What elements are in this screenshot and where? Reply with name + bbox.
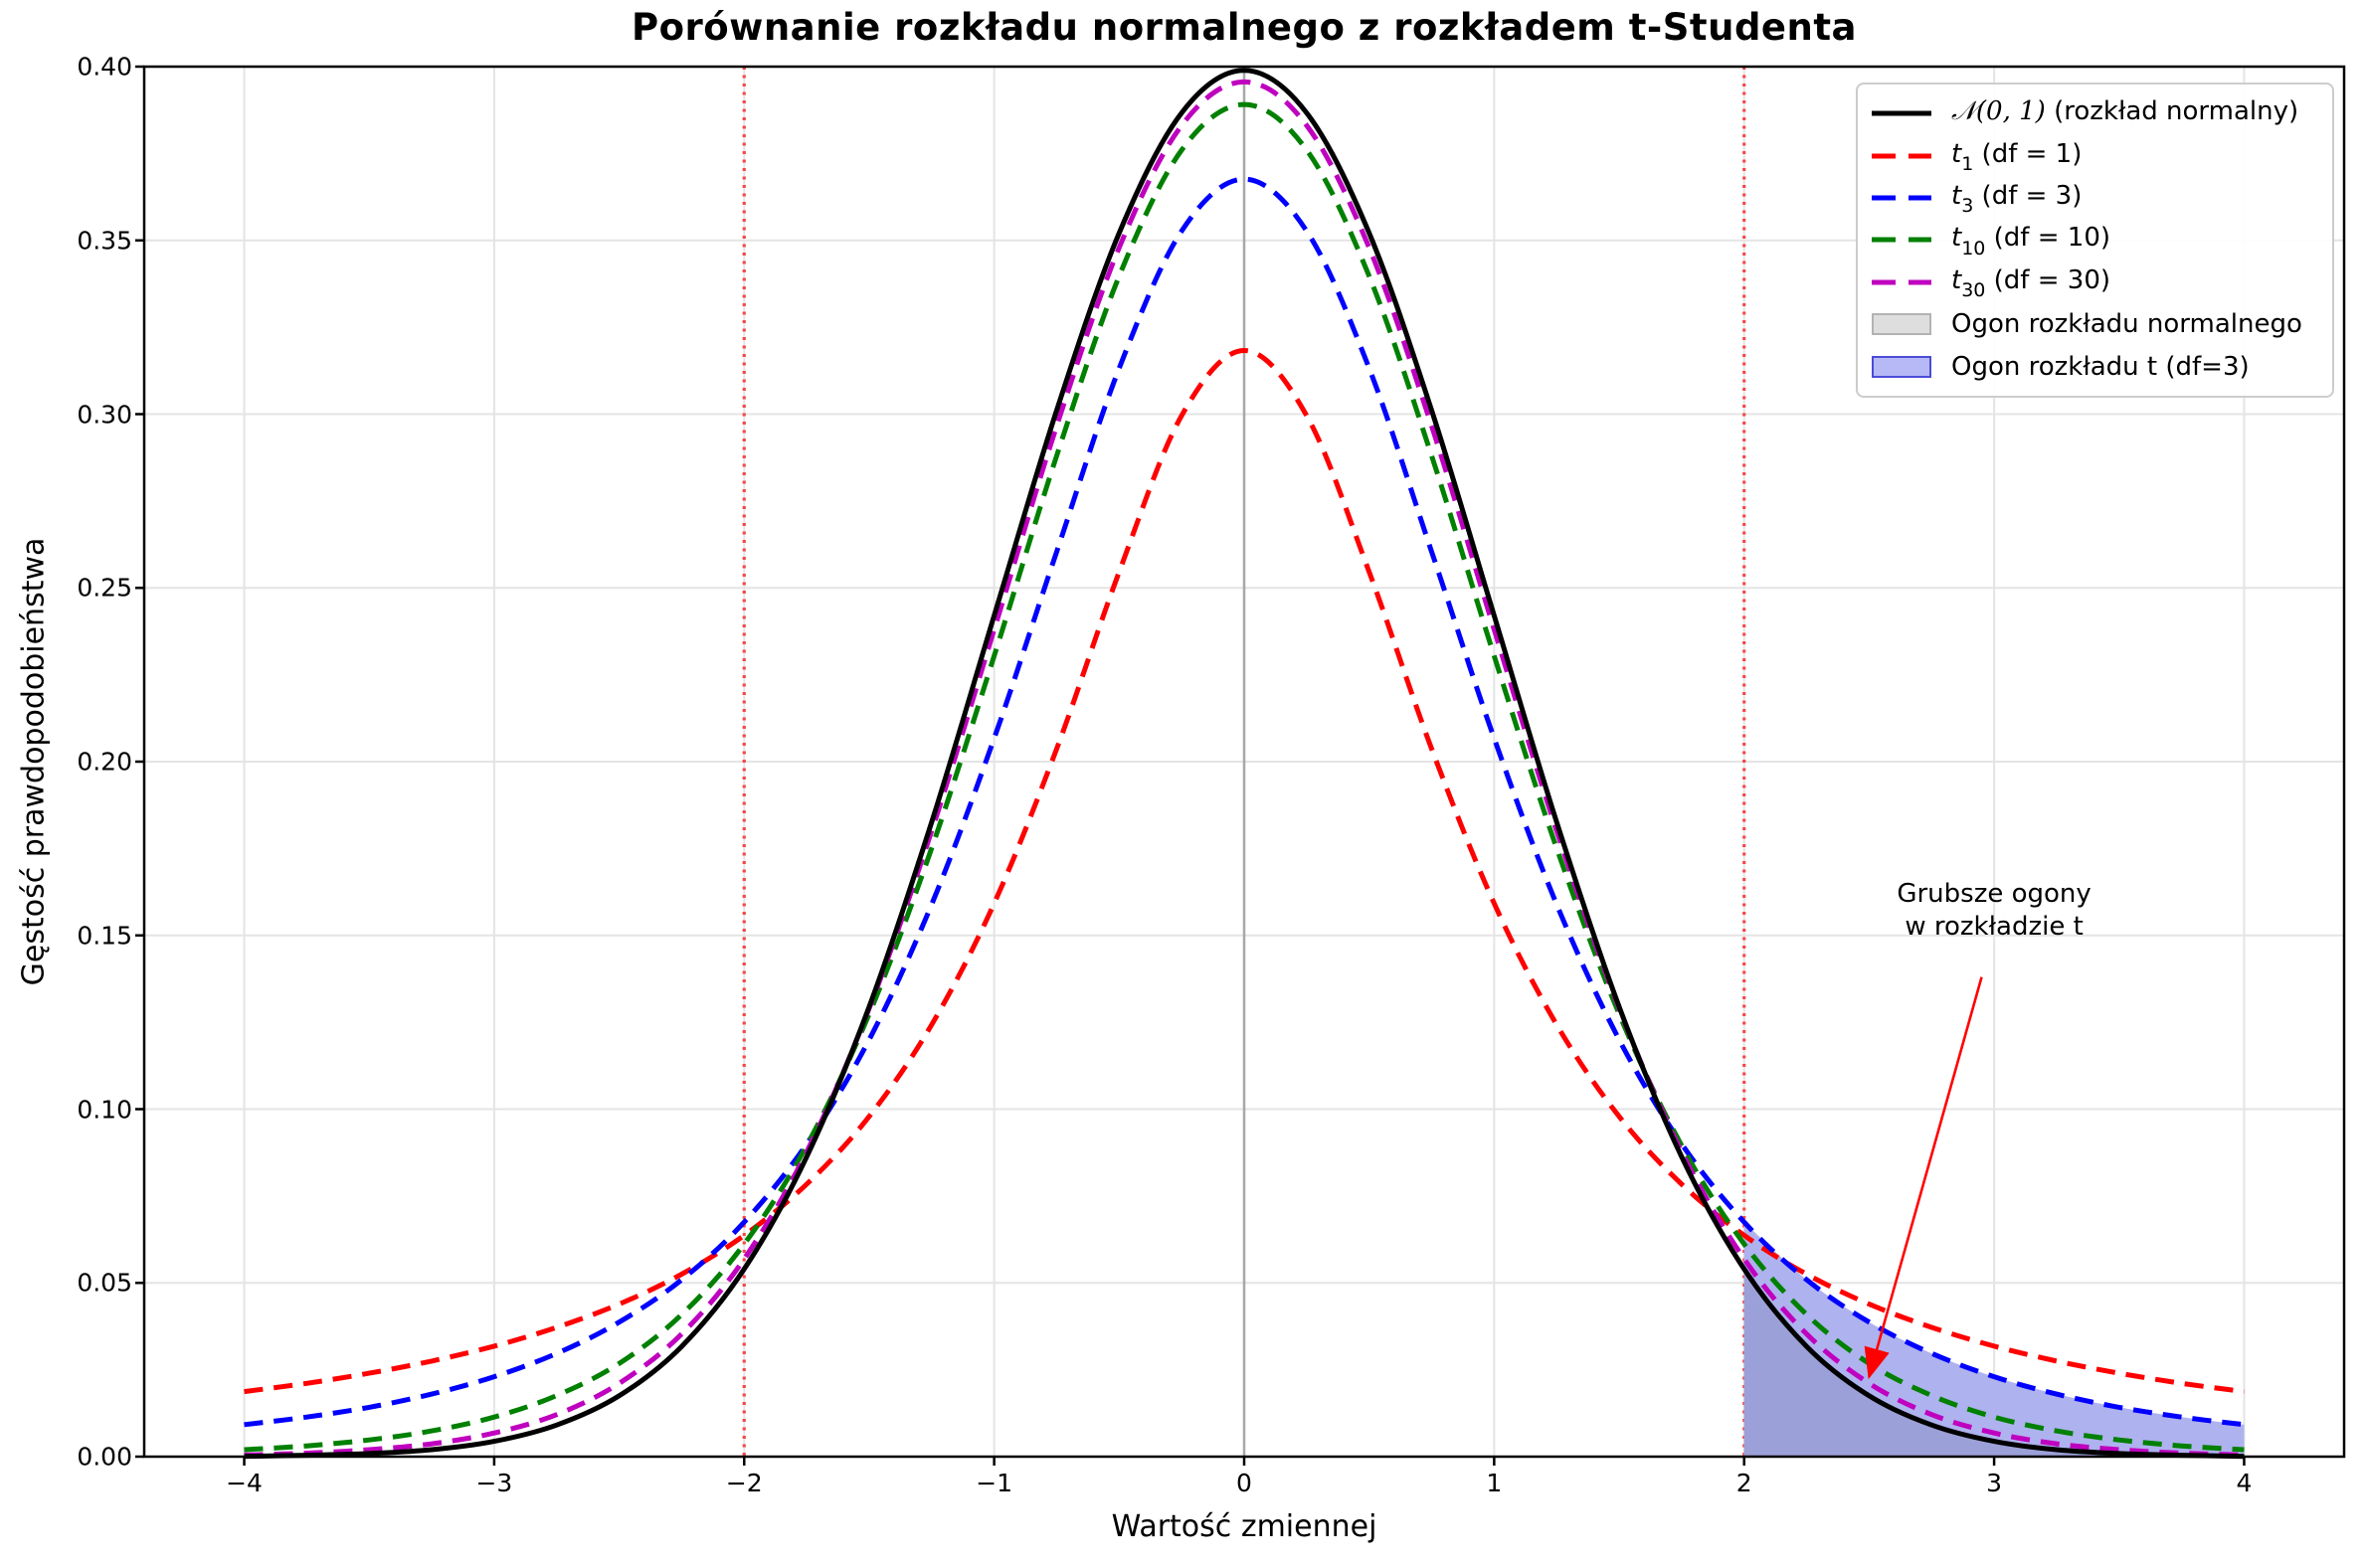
x-tick-label-0: 0 xyxy=(1236,1469,1252,1497)
x-tick-label-−1: −1 xyxy=(976,1469,1013,1497)
legend-label-normal-tail: Ogon rozkładu normalnego xyxy=(1951,309,2302,340)
y-tick-label-0.25: 0.25 xyxy=(77,573,132,603)
y-tick-label-0.30: 0.30 xyxy=(77,400,132,429)
legend-item-normal: 𝒩(0, 1) (rozkład normalny) xyxy=(1870,92,2322,134)
y-tick-label-0.05: 0.05 xyxy=(77,1268,132,1298)
annotation-fat-tails: Grubsze ogony w rozkładzie t xyxy=(1775,878,2213,944)
x-tick-label-−2: −2 xyxy=(725,1469,763,1497)
annotation-arrow xyxy=(1864,976,1983,1380)
legend-label-t3: t3 (df = 3) xyxy=(1951,180,2083,218)
x-tick-label-3: 3 xyxy=(1986,1469,2003,1497)
legend-line-sample-t3 xyxy=(1872,195,1931,201)
y-tick-label-0.35: 0.35 xyxy=(77,226,132,256)
legend-label-t30: t30 (df = 30) xyxy=(1951,264,2110,301)
annotation-line-2: w rozkładzie t xyxy=(1905,912,2084,943)
curve-t30-df-30- xyxy=(244,79,2245,1458)
curve-t10-df-10- xyxy=(244,101,2245,1453)
tail-fill xyxy=(1743,1269,2245,1457)
legend: 𝒩(0, 1) (rozkład normalny) t1 (df = 1) t… xyxy=(1856,83,2334,398)
y-tick-label-0.00: 0.00 xyxy=(77,1442,132,1472)
x-tick-label-2: 2 xyxy=(1735,1469,1752,1497)
x-tick-label-1: 1 xyxy=(1486,1469,1503,1497)
x-tick-label-−3: −3 xyxy=(475,1469,513,1497)
y-tick-label-0.15: 0.15 xyxy=(77,921,132,951)
y-tick-label-0.10: 0.10 xyxy=(77,1095,132,1124)
x-axis-label: Wartość zmiennej xyxy=(1111,1509,1377,1544)
legend-item-t10: t10 (df = 10) xyxy=(1870,219,2322,261)
chart-title: Porównanie rozkładu normalnego z rozkład… xyxy=(631,6,1858,49)
legend-item-t-tail: Ogon rozkładu t (df=3) xyxy=(1870,346,2322,388)
curve-t3-df-3- xyxy=(244,176,2245,1428)
legend-patch-sample-t-tail xyxy=(1872,355,1931,378)
curve-t1-df-1- xyxy=(244,347,2245,1395)
legend-item-t3: t3 (df = 3) xyxy=(1870,177,2322,219)
legend-label-t-tail: Ogon rozkładu t (df=3) xyxy=(1951,351,2250,382)
legend-line-sample-t1 xyxy=(1872,153,1931,159)
curve--0-1-rozk-ad-normalny- xyxy=(244,68,2245,1460)
y-tick-label-0.20: 0.20 xyxy=(77,747,132,777)
legend-patch-sample-normal-tail xyxy=(1872,313,1931,336)
x-tick-label-4: 4 xyxy=(2236,1469,2253,1497)
legend-label-t10: t10 (df = 10) xyxy=(1951,223,2110,260)
x-tick-label-−4: −4 xyxy=(226,1469,263,1497)
legend-item-t30: t30 (df = 30) xyxy=(1870,261,2322,303)
annotation-line-1: Grubsze ogony xyxy=(1897,879,2092,910)
legend-label-normal: 𝒩(0, 1) (rozkład normalny) xyxy=(1951,96,2299,127)
legend-item-t1: t1 (df = 1) xyxy=(1870,134,2322,176)
legend-line-sample-t30 xyxy=(1872,279,1931,285)
y-tick-label-0.40: 0.40 xyxy=(77,52,132,82)
legend-label-t1: t1 (df = 1) xyxy=(1951,138,2083,175)
legend-item-normal-tail: Ogon rozkładu normalnego xyxy=(1870,303,2322,345)
legend-line-sample-normal xyxy=(1872,110,1931,116)
y-axis-label: Gęstość prawdopodobieństwa xyxy=(16,537,52,986)
legend-line-sample-t10 xyxy=(1872,237,1931,243)
